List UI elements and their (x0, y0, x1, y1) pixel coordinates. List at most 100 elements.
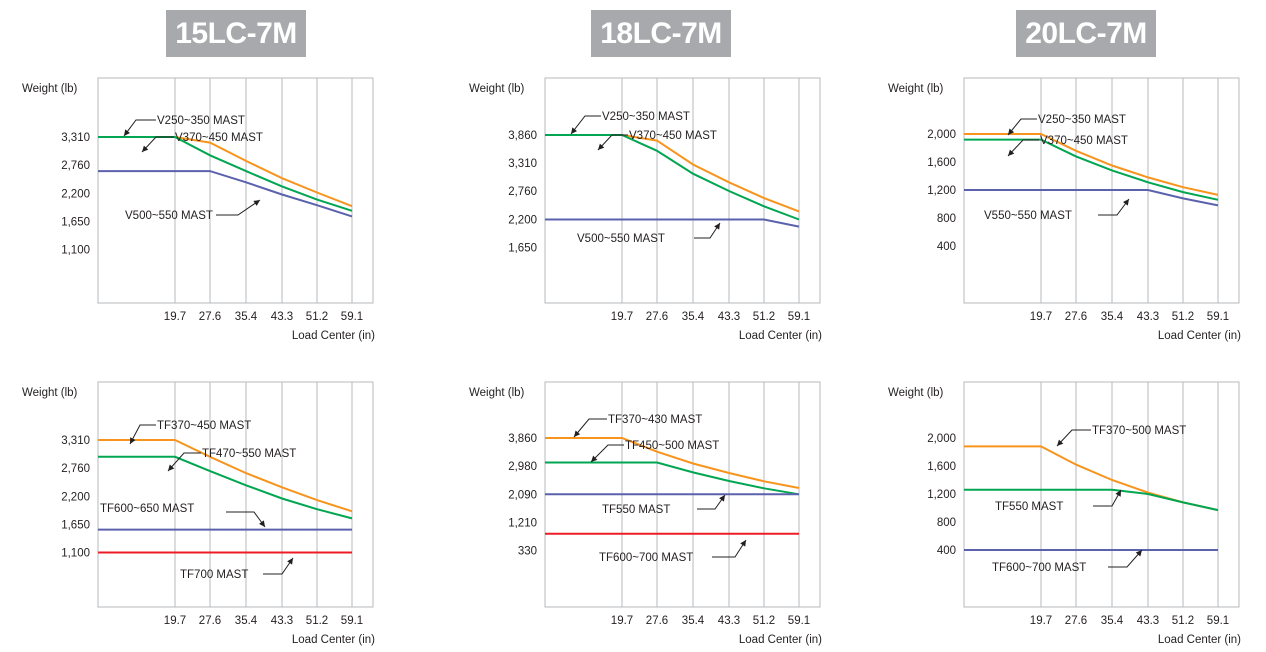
series-line (964, 133, 1219, 196)
leader-arrow (130, 437, 136, 444)
leader-line (597, 134, 628, 151)
series-label: V250~350 MAST (602, 111, 690, 123)
leader-arrow (1115, 490, 1121, 497)
x-tick-label: 35.4 (1101, 615, 1124, 627)
leader-arrow (719, 495, 725, 502)
y-tick-label: 1,600 (927, 461, 956, 473)
leader-line (167, 452, 201, 472)
series-label: V370~450 MAST (1040, 135, 1128, 147)
y-tick-label: 1,100 (61, 548, 90, 560)
x-tick-label: 35.4 (235, 311, 258, 323)
series-label: TF470~550 MAST (202, 448, 296, 460)
y-tick-label: 1,650 (508, 243, 537, 255)
leader-arrow (571, 127, 578, 134)
y-tick-label: 800 (937, 213, 956, 225)
chart-18lc-tf-mast: Weight (lb) 3,860 2,980 2,090 1,210 330 19.7 27… (469, 381, 822, 646)
x-tick-label: 59.1 (788, 615, 810, 627)
series-line (964, 189, 1219, 207)
leader-arrow (598, 143, 605, 150)
series-line (545, 134, 800, 221)
leader-line (141, 136, 174, 153)
series-label: TF370~500 MAST (1092, 425, 1186, 437)
x-tick-label: 43.3 (1137, 311, 1159, 323)
chart-20lc-tf-mast: Weight (lb) 2,000 1,600 1,200 800 400 19.7 27.6… (888, 381, 1241, 646)
x-tick-label: 27.6 (199, 615, 221, 627)
y-tick-label: 2,760 (508, 186, 537, 198)
series-line (98, 439, 353, 513)
chart-15lc-tf-mast: Weight (lb) 3,310 2,760 2,200 1,650 1,100 19.7… (22, 381, 375, 646)
x-axis-label: Load Center (in) (1158, 634, 1241, 646)
x-tick-label: 19.7 (164, 311, 186, 323)
y-tick-label: 1,600 (927, 157, 956, 169)
leader-arrow (1135, 550, 1142, 557)
series-label: TF370~450 MAST (157, 420, 251, 432)
leader-arrow (591, 455, 598, 462)
leader-arrow (714, 223, 720, 230)
x-axis-label: Load Center (in) (739, 330, 822, 342)
leader-line (263, 557, 294, 575)
y-tick-label: 800 (937, 517, 956, 529)
y-tick-label: 1,200 (927, 185, 956, 197)
series-label: TF600~700 MAST (599, 552, 693, 564)
series-label: TF700 MAST (180, 569, 248, 581)
y-tick-label: 2,000 (927, 129, 956, 141)
x-tick-label: 27.6 (1065, 615, 1087, 627)
leader-arrow (168, 464, 175, 471)
y-tick-label: 400 (937, 241, 956, 253)
series-line (98, 136, 353, 212)
column-title-18lc-7m: 18LC-7M (591, 10, 731, 57)
x-tick-label: 27.6 (646, 615, 668, 627)
leader-arrow (1008, 149, 1015, 156)
series-label: TF600~650 MAST (100, 503, 194, 515)
x-tick-label: 51.2 (306, 615, 328, 627)
leader-line (712, 539, 747, 558)
y-tick-label: 3,310 (508, 158, 537, 170)
plot-frame (544, 77, 821, 304)
x-axis-label: Load Center (in) (739, 634, 822, 646)
leader-arrow (1057, 439, 1064, 446)
x-axis-label: Load Center (in) (292, 330, 375, 342)
x-tick-label: 59.1 (341, 311, 363, 323)
x-tick-label: 51.2 (1172, 615, 1194, 627)
leader-line (226, 511, 266, 528)
series-line (964, 138, 1219, 201)
x-tick-label: 59.1 (1207, 615, 1229, 627)
y-tick-label: 2,090 (508, 489, 537, 501)
x-tick-label: 43.3 (1137, 615, 1159, 627)
y-tick-label: 1,100 (61, 245, 90, 257)
x-tick-label: 27.6 (646, 311, 668, 323)
y-axis-label: Weight (lb) (22, 387, 78, 399)
x-tick-label: 51.2 (1172, 311, 1194, 323)
leader-arrow (287, 558, 293, 565)
y-tick-label: 1,650 (61, 217, 90, 229)
x-tick-label: 59.1 (788, 311, 810, 323)
x-tick-label: 59.1 (1207, 311, 1229, 323)
leader-arrow (1008, 128, 1015, 135)
series-label: TF550 MAST (995, 501, 1063, 513)
series-label: TF450~500 MAST (625, 440, 719, 452)
x-tick-label: 19.7 (611, 615, 633, 627)
x-tick-label: 19.7 (611, 311, 633, 323)
leader-line (1093, 489, 1122, 507)
plot-frame (97, 381, 374, 608)
x-tick-label: 43.3 (271, 311, 293, 323)
x-tick-label: 27.6 (199, 311, 221, 323)
y-tick-label: 2,200 (61, 189, 90, 201)
x-tick-label: 35.4 (682, 615, 705, 627)
series-line (98, 170, 353, 218)
y-axis-label: Weight (lb) (888, 83, 944, 95)
series-label: TF370~430 MAST (608, 414, 702, 426)
leader-line (694, 222, 721, 239)
series-label: V500~550 MAST (577, 233, 665, 245)
x-tick-label: 51.2 (753, 311, 775, 323)
leader-line (697, 494, 726, 510)
chart-20lc-v-mast: Weight (lb) 2,000 1,600 1,200 800 400 19.7 27.6… (888, 77, 1241, 342)
x-tick-label: 19.7 (1030, 311, 1052, 323)
y-tick-label: 1,210 (508, 517, 537, 529)
x-tick-label: 27.6 (1065, 311, 1087, 323)
chart-18lc-v-mast: Weight (lb) 3,860 3,310 2,760 2,200 1,650 19.7… (469, 77, 822, 342)
leader-line (1108, 549, 1143, 568)
x-tick-label: 19.7 (164, 615, 186, 627)
series-label: TF550 MAST (602, 504, 670, 516)
series-label: V370~450 MAST (175, 132, 263, 144)
